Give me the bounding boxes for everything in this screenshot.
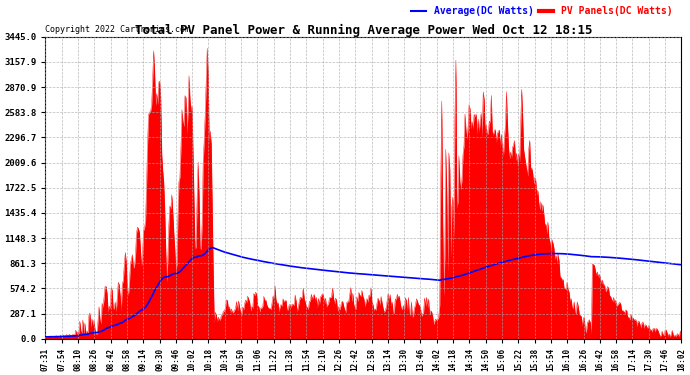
Legend: Average(DC Watts), PV Panels(DC Watts): Average(DC Watts), PV Panels(DC Watts) [408,3,676,20]
Title: Total PV Panel Power & Running Average Power Wed Oct 12 18:15: Total PV Panel Power & Running Average P… [135,24,592,37]
Text: Copyright 2022 Cartronics.com: Copyright 2022 Cartronics.com [46,25,190,34]
